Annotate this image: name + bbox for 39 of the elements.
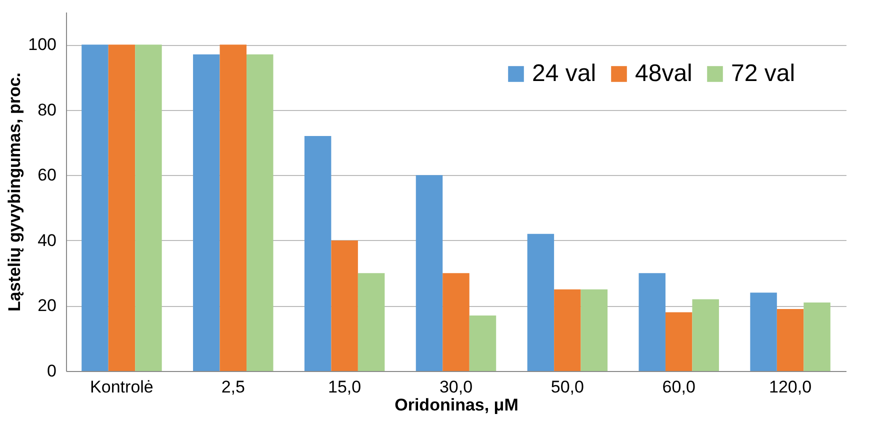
y-tick-label: 60 <box>38 166 56 185</box>
bar <box>665 312 692 371</box>
bar <box>135 44 162 371</box>
bar <box>416 175 443 371</box>
bar <box>554 289 581 371</box>
x-tick-label: 2,5 <box>221 378 245 396</box>
bar <box>331 240 358 371</box>
bar <box>750 292 777 371</box>
x-tick-label: 50,0 <box>550 378 584 396</box>
bar <box>580 289 608 371</box>
legend-label: 24 val <box>532 60 596 87</box>
y-tick-label: 0 <box>47 362 56 380</box>
bar <box>246 54 274 371</box>
bar <box>82 44 108 371</box>
y-tick-label: 80 <box>38 100 56 120</box>
bar <box>220 44 247 371</box>
legend-label: 48val <box>635 60 692 87</box>
x-tick-label: 30,0 <box>439 378 473 396</box>
bar <box>442 273 470 371</box>
x-tick-label: 120,0 <box>769 378 812 396</box>
bar <box>304 136 332 371</box>
y-tick-label: 40 <box>38 230 56 250</box>
bar <box>469 316 496 371</box>
bar <box>692 299 719 371</box>
bar <box>527 234 554 371</box>
bar <box>804 302 830 371</box>
x-tick-label: 15,0 <box>328 378 362 396</box>
bar <box>776 308 804 371</box>
bar <box>358 273 385 371</box>
x-axis-title: Oridoninas, μM <box>394 396 518 414</box>
bar <box>638 273 666 371</box>
bar <box>193 54 220 371</box>
y-tick-label: 100 <box>28 35 56 54</box>
y-tick-label: 20 <box>38 296 56 316</box>
y-axis-title: Ląstelių gyvybingumas, proc. <box>5 72 24 312</box>
bar <box>108 44 136 371</box>
x-tick-label: 60,0 <box>662 378 696 396</box>
x-tick-label: Kontrolė <box>90 378 154 396</box>
legend-label: 72 val <box>731 60 796 87</box>
